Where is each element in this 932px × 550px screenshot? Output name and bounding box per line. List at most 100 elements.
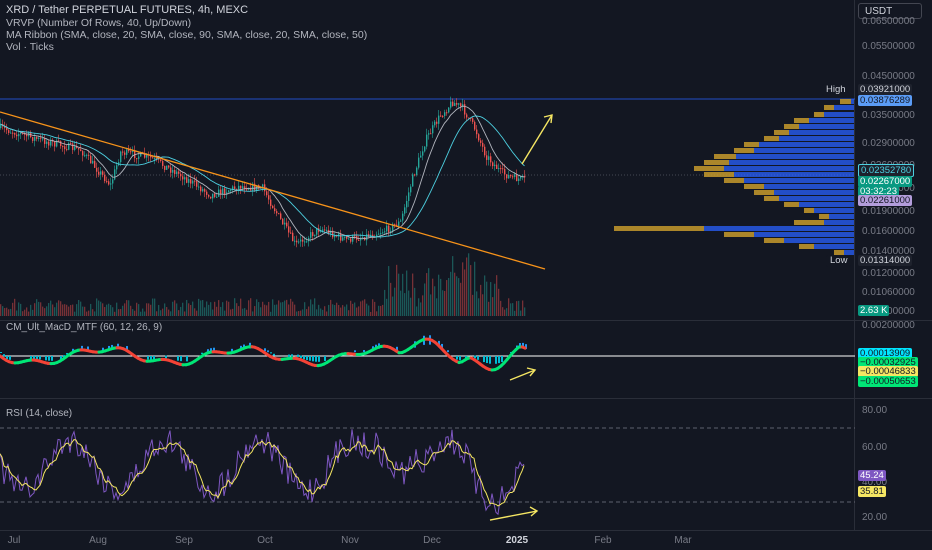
profile-bar-down [744,184,764,189]
candle-body [176,171,178,175]
profile-bar-up [774,190,854,195]
volume-bar [80,301,82,316]
candle-body [230,189,232,191]
volume-bar [64,304,66,316]
macd-hist-bar [108,345,110,350]
macd-hist-bar [363,350,365,353]
macd-hist-bar [150,356,152,360]
candle-body [18,134,20,137]
macd-hist-bar [51,356,53,361]
volume-bar [234,298,236,316]
candle-body [48,141,50,146]
volume-bar [520,310,522,316]
candle-body [346,236,348,239]
last-price-badge: 0.02267000 [858,176,913,187]
volume-bar [378,305,380,316]
rsi-value-badge: 45.24 [858,470,886,481]
macd-hist-bar [288,354,290,357]
candle-body [452,101,454,106]
candle-body [294,240,296,242]
candle-body [384,231,386,233]
low-label: Low [826,255,852,267]
indicator-volume[interactable]: Vol · Ticks [6,41,54,53]
volume-bar [382,304,384,316]
macd-hist-bar [6,356,8,360]
volume-bar [436,298,438,316]
candle-body [224,188,226,195]
price-tick: 0.01900000 [862,206,915,217]
profile-bar-up [754,148,854,153]
volume-bar [332,304,334,316]
candle-body [84,155,86,157]
volume-bar [438,274,440,316]
volume-bar [350,300,352,316]
rsi-pane-title[interactable]: RSI (14, close) [6,408,73,419]
macd-hist-bar [483,356,485,363]
macd-hist-bar [102,347,104,351]
volume-bar [48,303,50,316]
candle-body [376,234,378,237]
indicator-ma-ribbon[interactable]: MA Ribbon (SMA, close, 20, SMA, close, 9… [6,29,368,41]
volume-bar [14,298,16,316]
volume-bar [356,307,358,316]
volume-bar [200,300,202,316]
candle-body [366,234,368,241]
volume-bar [198,298,200,316]
candle-body [478,134,480,141]
profile-bar-down [714,154,736,159]
candle-body [12,132,14,134]
macd-pane-title[interactable]: CM_Ult_MacD_MTF (60, 12, 26, 9) [6,322,163,333]
candle-body [228,190,230,193]
profile-bar-up [754,232,854,237]
volume-bar [482,294,484,316]
volume-bar [6,307,8,316]
candle-body [388,225,390,233]
candle-body [304,241,306,243]
volume-bar [446,280,448,316]
candle-body [168,165,170,168]
macd-hist-bar [60,356,62,360]
candle-body [16,134,18,137]
indicator-vrvp[interactable]: VRVP (Number Of Rows, 40, Up/Down) [6,17,192,29]
price-tick: 0.01400000 [862,246,915,257]
macd-hist-bar [39,356,41,360]
candle-body [444,112,446,116]
volume-bar [362,300,364,316]
price-tick: 0.06500000 [862,16,915,27]
candle-body [140,152,142,157]
macd-hist-bar [441,343,443,349]
volume-bar [94,311,96,316]
profile-bar-down [774,130,789,135]
volume-bar [136,302,138,316]
volume-bar [82,306,84,316]
candle-body [198,186,200,188]
candle-body [472,118,474,122]
currency-button[interactable]: USDT [858,3,922,19]
profile-bar-down [784,124,799,129]
candle-body [146,154,148,158]
poc-value-badge: 0.02261000 [858,195,913,206]
candle-body [90,155,92,164]
candle-body [60,141,62,147]
candle-body [520,176,522,179]
volume-bar [186,299,188,316]
volume-bar [238,306,240,316]
volume-bar [86,311,88,316]
macd-hist-bar [264,348,266,352]
candle-body [54,141,56,147]
volume-bar [168,309,170,316]
volume-bar [408,290,410,316]
volume-bar [70,305,72,316]
candle-body [480,140,482,143]
candle-body [26,134,28,137]
volume-bar [518,300,520,316]
candle-body [76,146,78,148]
volume-bar [50,300,52,316]
volume-bar [158,304,160,316]
candle-body [332,230,334,238]
profile-bar-down [819,214,829,219]
candle-body [454,103,456,106]
volume-bar [450,271,452,316]
rsi-line [0,429,525,516]
